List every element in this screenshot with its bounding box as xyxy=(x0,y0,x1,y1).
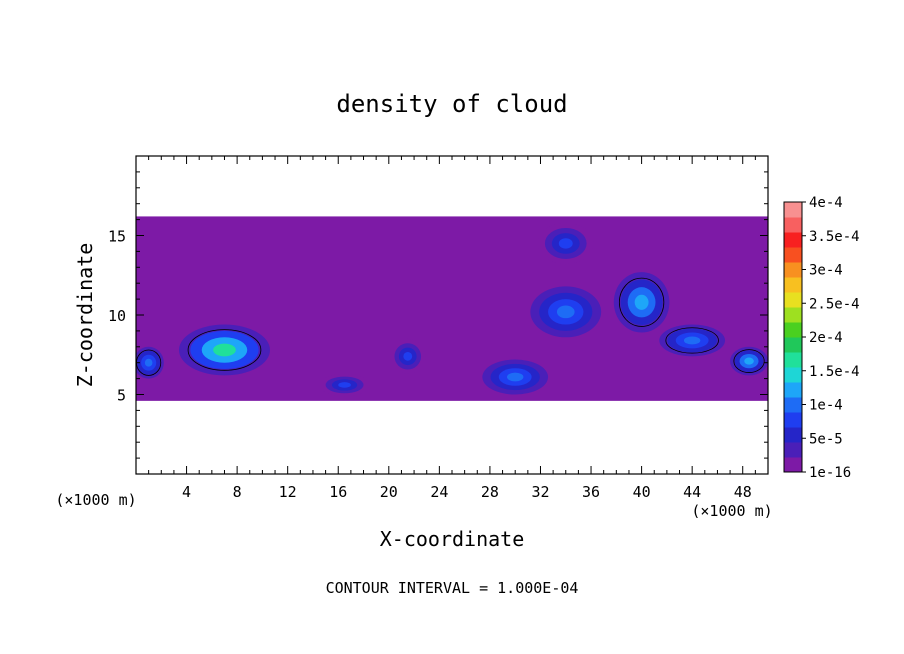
x-tick-label: 36 xyxy=(582,483,600,501)
y-tick-label: 10 xyxy=(108,307,126,325)
colorbar-swatch xyxy=(784,232,802,248)
colorbar-swatch xyxy=(784,262,802,278)
contour-line-1 xyxy=(187,329,262,371)
y-axis-label: Z-coordinate xyxy=(73,243,97,388)
y-axis: 5 10 15 xyxy=(108,171,768,459)
colorbar-swatch xyxy=(784,247,802,263)
y-tick-label: 15 xyxy=(108,228,126,246)
colorbar-swatch xyxy=(784,397,802,413)
colorbar-label: 3e-4 xyxy=(809,263,843,279)
x-tick-label: 12 xyxy=(279,483,297,501)
colorbar-swatch xyxy=(784,202,802,218)
x-tick-label: 44 xyxy=(683,483,701,501)
x-tick-label: 16 xyxy=(329,483,347,501)
colorbar-swatch xyxy=(784,457,802,473)
x-tick-label: 32 xyxy=(531,483,549,501)
plot-area xyxy=(136,216,768,401)
colorbar-swatch xyxy=(784,442,802,458)
colorbar-swatch xyxy=(784,337,802,353)
contour-interval-note: CONTOUR INTERVAL = 1.000E-04 xyxy=(326,579,579,597)
colorbar-swatch xyxy=(784,277,802,293)
colorbar: 1e-16 5e-5 1e-4 1.5e-4 2e-4 2.5e-4 3e-4 3.5e-4 4… xyxy=(783,195,860,481)
cloud-cell-6 xyxy=(556,305,575,319)
x-unit-right: (×1000 m) xyxy=(691,502,772,520)
colorbar-swatch xyxy=(784,367,802,383)
x-tick-label: 48 xyxy=(734,483,752,501)
colorbar-swatch xyxy=(784,382,802,398)
cloud-cell-9 xyxy=(683,336,701,345)
colorbar-label: 5e-5 xyxy=(809,431,843,447)
x-tick-label: 4 xyxy=(182,483,191,501)
contour-line-8 xyxy=(618,277,665,327)
x-tick-label: 20 xyxy=(380,483,398,501)
colorbar-label: 1e-16 xyxy=(809,465,851,481)
x-tick-label: 8 xyxy=(233,483,242,501)
cloud-cell-7 xyxy=(558,238,573,249)
y-tick-label: 5 xyxy=(117,387,126,405)
colorbar-swatch xyxy=(784,427,802,443)
colorbar-label: 4e-4 xyxy=(809,195,843,211)
x-tick-label: 24 xyxy=(430,483,448,501)
cloud-cell-3 xyxy=(338,382,351,388)
colorbar-swatch xyxy=(784,352,802,368)
colorbar-swatch xyxy=(784,322,802,338)
colorbar-label: 2e-4 xyxy=(809,330,843,346)
colorbar-label: 1e-4 xyxy=(809,398,843,414)
colorbar-swatch xyxy=(784,292,802,308)
x-axis: 4 8 12 16 20 24 28 32 36 40 44 48 xyxy=(148,156,756,501)
x-tick-label: 28 xyxy=(481,483,499,501)
x-unit-left: (×1000 m) xyxy=(55,491,136,509)
colorbar-label: 1.5e-4 xyxy=(809,364,860,380)
cloud-cell-2 xyxy=(144,358,153,367)
colorbar-swatch xyxy=(784,307,802,323)
x-axis-label: X-coordinate xyxy=(380,527,525,551)
colorbar-label: 3.5e-4 xyxy=(809,229,860,245)
cloud-cell-8 xyxy=(634,294,649,310)
cloud-cell-5 xyxy=(506,372,524,382)
cloud-cell-10 xyxy=(744,357,754,365)
cloud-cell-1 xyxy=(213,343,236,357)
colorbar-swatch xyxy=(784,412,802,428)
contour-line-9 xyxy=(665,327,719,354)
colorbar-swatch xyxy=(784,217,802,233)
chart-title: density of cloud xyxy=(336,90,567,118)
colorbar-label: 2.5e-4 xyxy=(809,296,860,312)
contour-line-10 xyxy=(733,349,765,373)
cloud-cell-4 xyxy=(403,351,413,361)
x-tick-label: 40 xyxy=(633,483,651,501)
